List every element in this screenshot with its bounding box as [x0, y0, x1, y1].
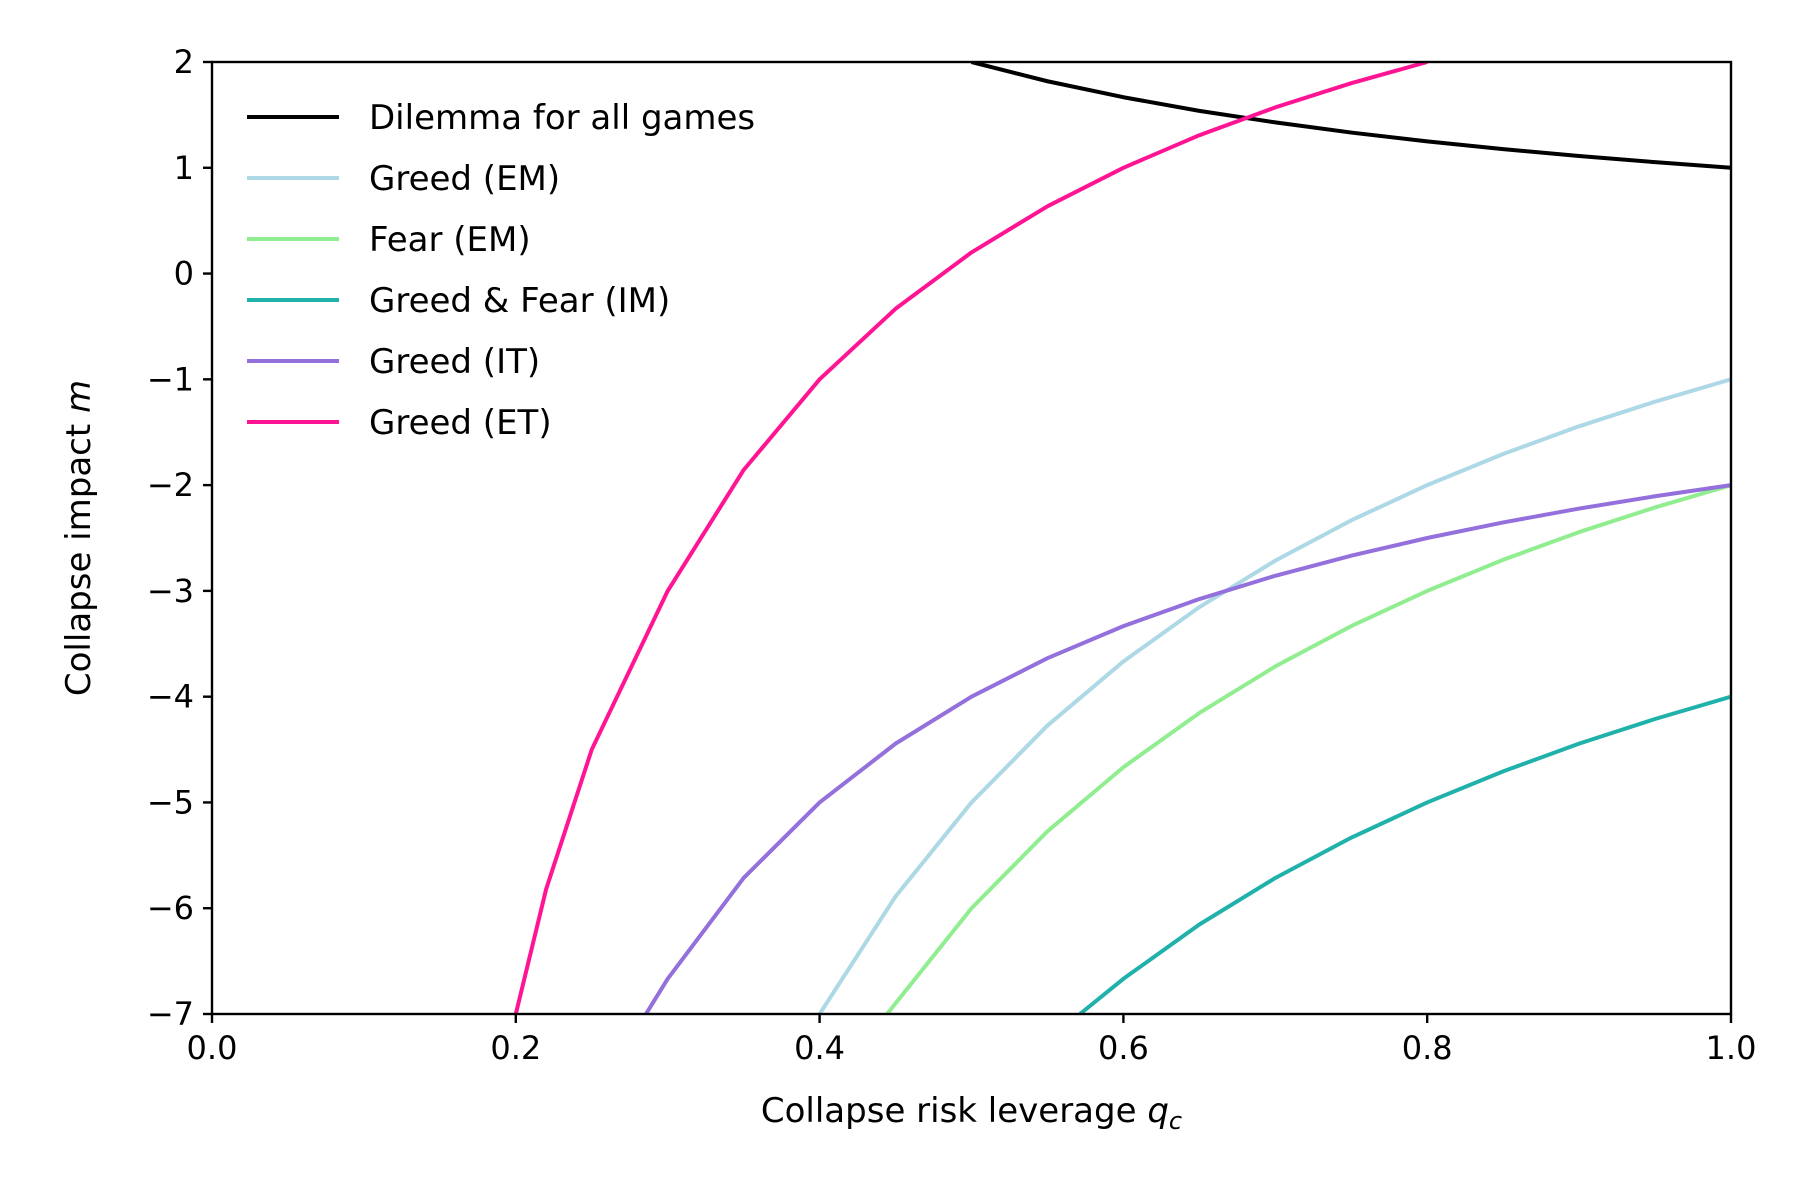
x-tick-label: 0.4 [794, 1029, 845, 1067]
series-line-greed-et [513, 62, 1428, 1014]
x-axis-label: Collapse risk leverage qc [761, 1091, 1182, 1135]
x-axis-ticks: 0.0 0.2 0.4 0.6 0.8 1.0 [187, 1014, 1757, 1067]
x-tick-label: 1.0 [1706, 1029, 1757, 1067]
y-tick-label: 1 [174, 149, 194, 187]
legend-label-greed-it: Greed (IT) [369, 342, 540, 382]
y-tick-label: −5 [147, 783, 194, 821]
y-axis-ticks: 2 1 0 −1 −2 −3 −4 −5 −6 −7 [147, 43, 212, 1033]
series-line-greed-em [817, 377, 1731, 1014]
legend-label-dilemma-for-all-games: Dilemma for all games [369, 98, 755, 138]
x-tick-label: 0.0 [187, 1029, 238, 1067]
legend-label-fear-em: Fear (EM) [369, 220, 531, 260]
y-tick-label: −1 [147, 360, 194, 398]
series-layer [513, 62, 1731, 1014]
legend-label-greed-em: Greed (EM) [369, 159, 560, 199]
y-tick-label: −2 [147, 466, 194, 504]
legend-label-greed-fear-im: Greed & Fear (IM) [369, 281, 670, 321]
series-line-dilemma-for-all-games [971, 62, 1731, 170]
y-tick-label: −7 [147, 995, 194, 1033]
series-line-greed-it [644, 483, 1731, 1014]
x-tick-label: 0.2 [490, 1029, 541, 1067]
y-tick-label: 2 [174, 43, 194, 81]
y-tick-label: −3 [147, 572, 194, 610]
y-tick-label: 0 [174, 255, 194, 293]
legend: Dilemma for all games Greed (EM) Fear (EM)… [247, 98, 755, 443]
plot-frame [210, 60, 1733, 1016]
series-line-greed-fear-im [1078, 694, 1731, 1014]
y-tick-label: −4 [147, 678, 194, 716]
y-tick-label: −6 [147, 889, 194, 927]
legend-label-greed-et: Greed (ET) [369, 403, 552, 443]
series-line-fear-em [885, 483, 1731, 1014]
y-axis-label: Collapse impact m [59, 380, 99, 696]
x-tick-label: 0.8 [1402, 1029, 1453, 1067]
x-tick-label: 0.6 [1098, 1029, 1149, 1067]
